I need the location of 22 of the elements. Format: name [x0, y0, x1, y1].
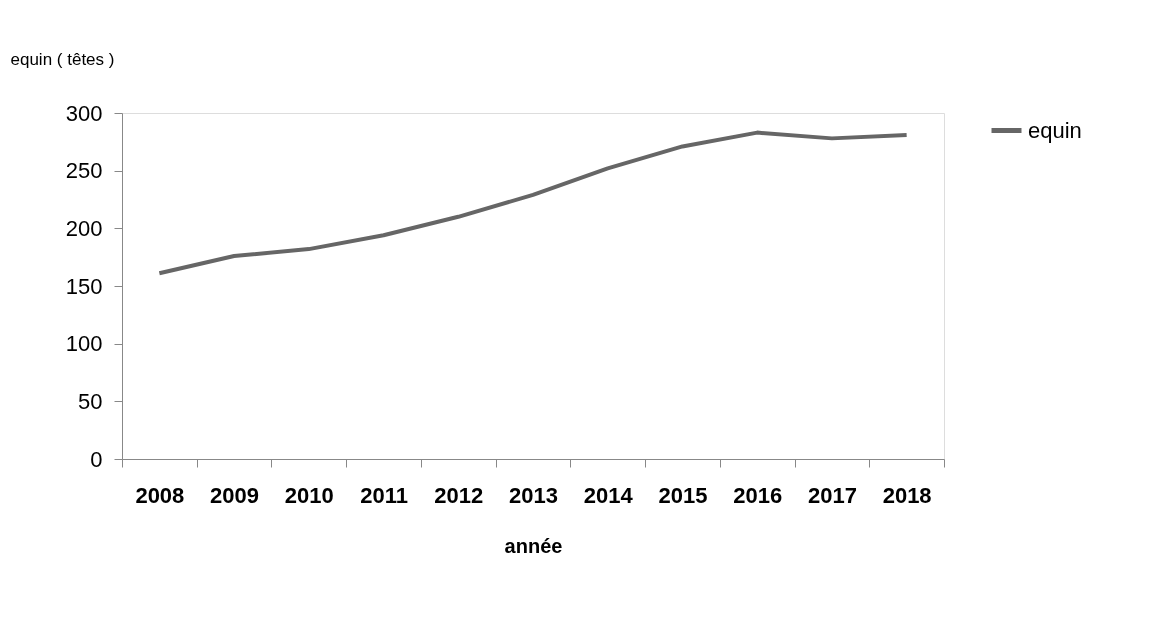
x-tick-label: 2008: [135, 482, 185, 508]
x-axis-title: année: [504, 534, 563, 557]
x-tick-label: 2012: [434, 482, 484, 508]
y-tick-label: 200: [65, 215, 103, 241]
x-tick-label: 2010: [284, 482, 334, 508]
legend-label: equin: [1028, 117, 1082, 143]
y-axis-title: equin ( têtes ): [10, 49, 115, 69]
x-tick-label: 2016: [733, 482, 783, 508]
x-tick-label: 2015: [658, 482, 708, 508]
x-tick-label: 2018: [882, 482, 932, 508]
x-tick-label: 2009: [210, 482, 260, 508]
y-tick-label: 250: [65, 158, 103, 184]
x-tick-label: 2013: [509, 482, 558, 508]
y-tick-label: 0: [90, 446, 103, 472]
x-tick-label: 2011: [360, 482, 408, 508]
y-tick-label: 50: [78, 388, 103, 414]
line-series: [157, 130, 909, 276]
y-tick-label: 300: [65, 100, 103, 126]
x-tick-label: 2017: [807, 482, 857, 508]
y-tick-label: 100: [65, 331, 103, 357]
y-tick-label: 150: [65, 273, 103, 299]
x-tick-label: 2014: [583, 482, 634, 508]
